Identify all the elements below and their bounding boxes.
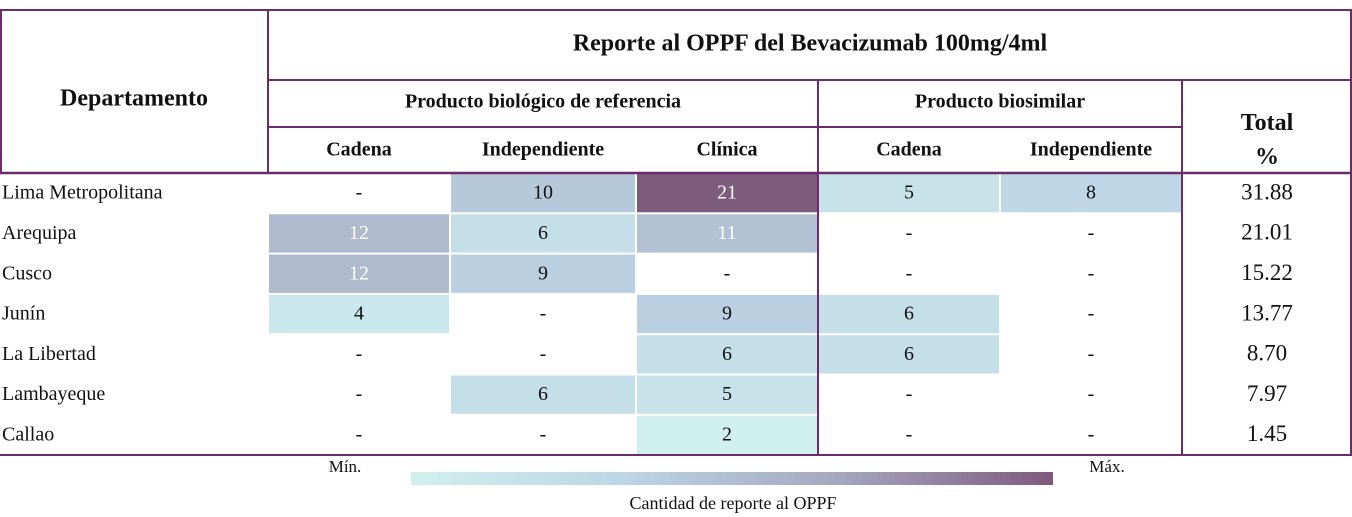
cell: 9 [722,303,732,325]
cell: - [1088,303,1095,325]
title: Reporte al OPPF del Bevacizumab 100mg/4m… [573,31,1048,57]
cell: 5 [904,182,914,204]
total-cell: 1.45 [1247,421,1287,446]
cell: 9 [538,262,548,284]
total-cell: 13.77 [1241,300,1293,325]
total-header: Total% [1241,110,1294,170]
cell: - [1088,343,1095,365]
cell: - [356,182,363,204]
total-cell: 21.01 [1241,220,1293,245]
legend-min: Mín. [329,457,362,476]
group-header: Producto biosimilar [915,91,1085,113]
cell: 6 [904,303,914,325]
heat-cell [269,214,449,253]
column-header: Independiente [1030,139,1152,161]
heat-cell [637,174,817,213]
heat-cell [451,254,635,293]
cell: - [356,383,363,405]
column-header: Cadena [876,139,942,161]
group-header: Producto biológico de referencia [405,91,681,113]
cell: 6 [538,383,548,405]
cell: - [906,222,913,244]
row-header: Departamento [60,86,208,112]
cell: - [356,343,363,365]
legend-max: Máx. [1089,457,1124,476]
legend-gradient [411,472,1053,485]
cell: 2 [722,424,732,446]
cell: - [724,262,731,284]
heat-cell [1001,174,1181,213]
cell: - [1088,424,1095,446]
cell: 10 [533,182,553,204]
total-cell: 15.22 [1241,260,1293,285]
heat-cell [637,214,817,253]
cell: 6 [538,222,548,244]
cell: - [540,343,547,365]
heat-cell [819,335,999,374]
total-cell: 8.70 [1247,341,1287,366]
heat-cell [451,174,635,213]
cell: 6 [722,343,732,365]
heat-cell [637,375,817,414]
heat-cell [269,254,449,293]
cell: - [540,303,547,325]
column-header: Independiente [482,139,604,161]
heat-cell [637,415,817,455]
cell: - [1088,383,1095,405]
cell: - [906,262,913,284]
cell: 4 [354,303,364,325]
row-label: La Libertad [2,343,96,365]
total-cell: 7.97 [1247,381,1287,406]
row-label: Lambayeque [2,383,105,405]
heat-cell [269,294,449,334]
cell: - [1088,262,1095,284]
cell: - [540,424,547,446]
cell: 8 [1086,182,1096,204]
heat-cell [451,375,635,414]
column-header: Cadena [326,139,392,161]
heat-cell [637,294,817,334]
total-cell: 31.88 [1241,179,1293,204]
row-label: Cusco [2,262,52,284]
heat-cell [819,174,999,213]
legend-caption: Cantidad de reporte al OPPF [630,493,837,513]
cell: 6 [904,343,914,365]
cell: 11 [717,222,736,244]
cell: 12 [349,222,369,244]
cell: 12 [349,262,369,284]
row-label: Junín [2,303,45,325]
row-label: Arequipa [2,222,77,244]
cell: - [1088,222,1095,244]
heat-cell [451,214,635,253]
cell: - [356,424,363,446]
cell: - [906,424,913,446]
column-header: Clínica [696,139,757,161]
heat-cell [819,294,999,334]
row-label: Lima Metropolitana [2,182,163,204]
cell: - [906,383,913,405]
cell: 5 [722,383,732,405]
heat-cell [637,335,817,374]
cell: 21 [717,182,737,204]
row-label: Callao [2,424,54,446]
